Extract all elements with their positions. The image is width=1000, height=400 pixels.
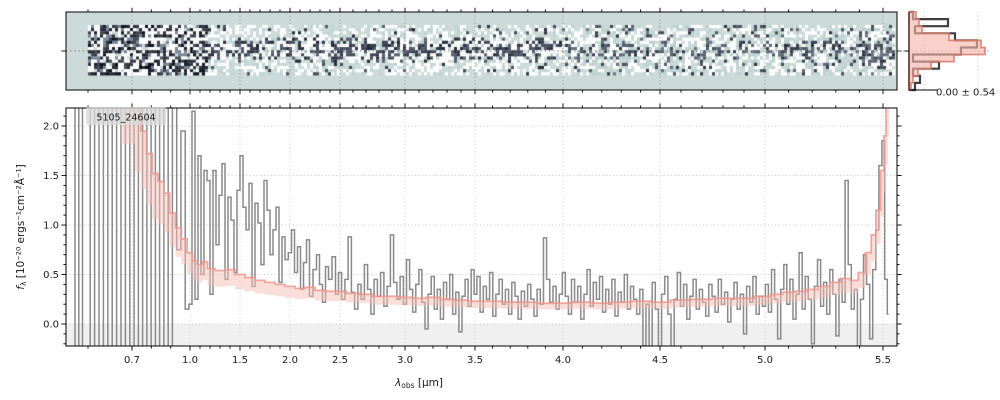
x-tick-label: 3.5 (467, 355, 483, 366)
x-axis-label: λobs [μm] (394, 377, 443, 390)
x-tick-label: 5.5 (875, 355, 891, 366)
main-spectrum-panel: 0.7 1.0 1.5 2.0 2.5 3.0 3.5 4.0 4.5 5.0 5.5 0.0 0.5 1… (14, 103, 902, 390)
y-tick-label: 0.0 (43, 320, 59, 331)
x-axis-label-var: λ (394, 377, 401, 389)
x-tick-label: 1.5 (232, 355, 248, 366)
y-axis-label-var: f (15, 284, 27, 290)
2d-panel-axes (61, 7, 902, 95)
error-line (139, 108, 887, 305)
annotations: 5105_24604 0.00 ± 0.54 (86, 88, 995, 125)
y-tick-label: 2.0 (43, 122, 59, 133)
histogram-panel (899, 10, 990, 92)
x-tick-label: 5.0 (757, 355, 773, 366)
x-axis-label-sub: obs (401, 381, 414, 390)
x-tick-label: 4.5 (652, 355, 668, 366)
x-tick-label: 2.5 (332, 355, 348, 366)
2d-spectrum-image (66, 12, 897, 90)
y-tick-label: 0.5 (43, 270, 59, 281)
histogram-stats-label: 0.00 ± 0.54 (936, 88, 995, 99)
x-tick-label: 2.0 (282, 355, 298, 366)
y-tick-label: 1.0 (43, 221, 59, 232)
y-tick-label: 1.5 (43, 171, 59, 182)
y-axis-label: fλ [10⁻²⁰ ergs⁻¹cm⁻²Å⁻¹] (14, 164, 28, 290)
y-axis-label-units: [10⁻²⁰ ergs⁻¹cm⁻²Å⁻¹] (14, 164, 27, 281)
x-axis-label-units: [μm] (415, 377, 443, 389)
main-axis-frame (65, 107, 898, 347)
object-id-label: 5105_24604 (96, 113, 155, 124)
hist-salmon-steps (908, 11, 986, 91)
below-zero-shade (66, 324, 897, 346)
object-id-label-bbox (86, 107, 166, 125)
main-data-layer (74, 108, 889, 346)
y-axis-label-sub: λ (19, 281, 28, 286)
x-tick-label: 0.7 (124, 355, 140, 366)
x-tick-label: 1.0 (182, 355, 198, 366)
x-tick-label: 3.0 (397, 355, 413, 366)
x-tick-label: 4.0 (555, 355, 571, 366)
